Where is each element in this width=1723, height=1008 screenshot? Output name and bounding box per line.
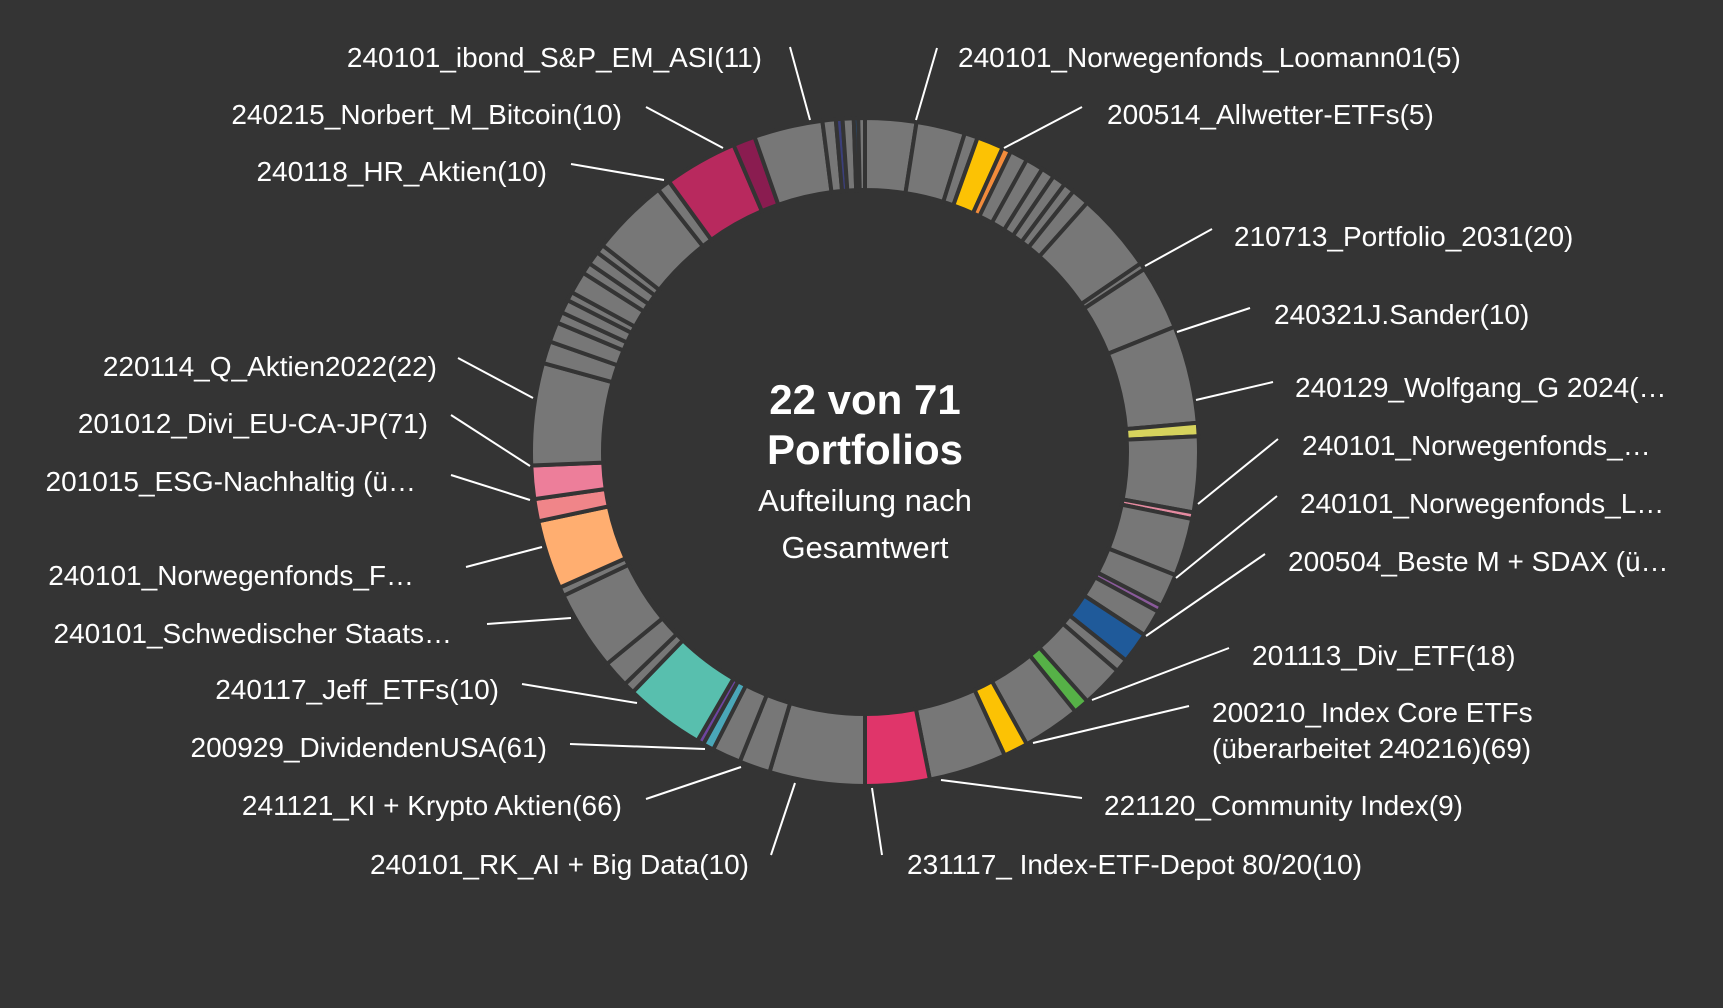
slice-label: 240321J.Sander(10) xyxy=(1274,299,1530,330)
slice-label: 240101_RK_AI + Big Data(10) xyxy=(369,849,749,880)
slice-label: 240101_Norwegenfonds_… xyxy=(1302,430,1651,461)
center-caption: 22 von 71 Portfolios Aufteilung nach Ges… xyxy=(685,375,1045,569)
leader-line xyxy=(1176,307,1251,333)
slice-label: 240101_ibond_S&P_EM_ASI(11) xyxy=(346,42,762,73)
leader-line xyxy=(521,683,638,704)
leader-line xyxy=(1032,705,1190,744)
slice-label: 220114_Q_Aktien2022(22) xyxy=(102,351,437,382)
slice-label: 210713_Portfolio_2031(20) xyxy=(1234,221,1574,252)
leader-line xyxy=(1197,438,1279,505)
leader-line xyxy=(770,782,796,856)
slice-label: 201113_Div_ETF(18) xyxy=(1252,640,1516,671)
leader-line xyxy=(465,546,543,568)
slice-label: 240215_Norbert_M_Bitcoin(10) xyxy=(231,99,622,130)
slice-label: 221120_Community Index(9) xyxy=(1104,790,1464,821)
center-subtitle-line1: Aufteilung nach xyxy=(758,483,972,518)
slice-label: 240101_Norwegenfonds_Loomann01(5) xyxy=(958,42,1461,73)
slice-label: 240129_Wolfgang_G 2024(… xyxy=(1295,372,1667,403)
leader-line xyxy=(915,47,938,121)
leader-line xyxy=(457,357,534,399)
leader-line xyxy=(450,414,531,467)
leader-line xyxy=(1195,381,1274,401)
slice-label: 200210_Index Core ETFs (überarbeitet 240… xyxy=(1212,695,1533,767)
slice-label: 240101_Norwegenfonds_F… xyxy=(48,560,414,591)
leader-line xyxy=(1091,647,1230,701)
slice-label: 200929_DividendenUSA(61) xyxy=(190,732,547,763)
leader-line xyxy=(486,617,572,625)
donut-slice[interactable] xyxy=(863,706,933,789)
leader-line xyxy=(1144,228,1213,267)
leader-line xyxy=(1003,106,1083,149)
slice-label: 201012_Divi_EU-CA-JP(71) xyxy=(77,408,428,439)
slice-label: 201015_ESG-Nachhaltig (ü… xyxy=(45,466,416,497)
slice-label: 200514_Allwetter-ETFs(5) xyxy=(1107,99,1434,130)
center-count: 22 von 71 xyxy=(769,376,961,423)
leader-line xyxy=(871,787,883,856)
leader-line xyxy=(940,779,1083,799)
leader-line xyxy=(450,474,531,501)
slice-label: 240101_Schwedischer Staats… xyxy=(53,618,452,649)
center-subtitle-line2: Gesamtwert xyxy=(781,530,949,565)
leader-line xyxy=(1175,495,1278,579)
leader-line xyxy=(569,743,706,750)
leader-line xyxy=(570,163,665,181)
leader-line xyxy=(645,106,724,149)
leader-line xyxy=(645,766,742,800)
slice-label: 241121_KI + Krypto Aktien(66) xyxy=(241,790,622,821)
donut-slice[interactable] xyxy=(856,115,867,193)
slice-label: 200504_Beste M + SDAX (ü… xyxy=(1288,546,1669,577)
leader-line xyxy=(789,46,811,121)
center-title: Portfolios xyxy=(767,426,963,473)
slice-label: 240118_HR_Aktien(10) xyxy=(256,156,547,187)
slice-label: 240117_Jeff_ETFs(10) xyxy=(215,674,499,705)
label-leader-lines xyxy=(450,46,1279,856)
slice-label: 231117_ Index-ETF-Depot 80/20(10) xyxy=(907,849,1363,880)
slice-label-line1: 200210_Index Core ETFs xyxy=(1212,697,1533,728)
slice-label: 240101_Norwegenfonds_L… xyxy=(1300,488,1665,519)
leader-line xyxy=(1145,553,1266,637)
donut-slices xyxy=(529,115,1201,789)
slice-label-line2: (überarbeitet 240216)(69) xyxy=(1212,733,1532,764)
